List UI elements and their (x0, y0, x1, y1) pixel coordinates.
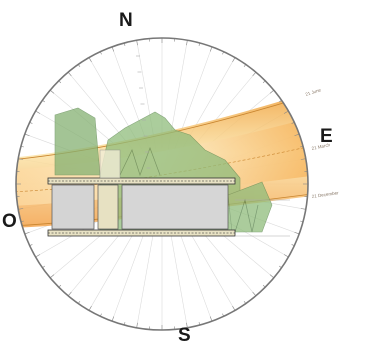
degree-tick (186, 40, 188, 46)
cardinal-north: N (119, 10, 133, 31)
degree-tick (49, 274, 55, 279)
degree-tick (35, 110, 41, 114)
degree-tick (209, 46, 213, 52)
degree-tick (269, 274, 275, 279)
degree-tick (252, 291, 257, 297)
degree-tick (186, 322, 188, 328)
degree-tick (49, 89, 55, 94)
degree-tick (252, 71, 257, 77)
building-section (47, 149, 290, 237)
degree-tick (18, 158, 24, 160)
degree-tick (232, 57, 236, 63)
degree-tick (24, 231, 30, 235)
sun-path-label-march: 21 March (311, 142, 331, 151)
cardinal-east: E (320, 126, 333, 147)
degree-tick (300, 208, 306, 210)
sun-path-label-december: 21 December (311, 190, 339, 199)
degree-tick (67, 71, 72, 77)
degree-tick (232, 305, 236, 311)
degree-tick (294, 231, 300, 235)
degree-tick (111, 46, 115, 52)
degree-tick (24, 133, 30, 137)
degree-tick (67, 291, 72, 297)
degree-tick (88, 57, 92, 63)
horizon-ring (15, 37, 309, 331)
degree-tick (283, 110, 289, 114)
sun-path-label-june: 21 June (305, 87, 322, 97)
degree-tick (88, 305, 92, 311)
cardinal-west: O (2, 211, 17, 232)
degree-tick (111, 316, 115, 322)
degree-tick (136, 322, 138, 328)
degree-tick (283, 254, 289, 258)
degree-tick (300, 158, 306, 160)
degree-tick (18, 208, 24, 210)
degree-tick (35, 254, 41, 258)
degree-tick (209, 316, 213, 322)
degree-tick (136, 40, 138, 46)
cardinal-south: S (178, 325, 191, 346)
degree-tick (269, 89, 275, 94)
degree-tick (294, 133, 300, 137)
